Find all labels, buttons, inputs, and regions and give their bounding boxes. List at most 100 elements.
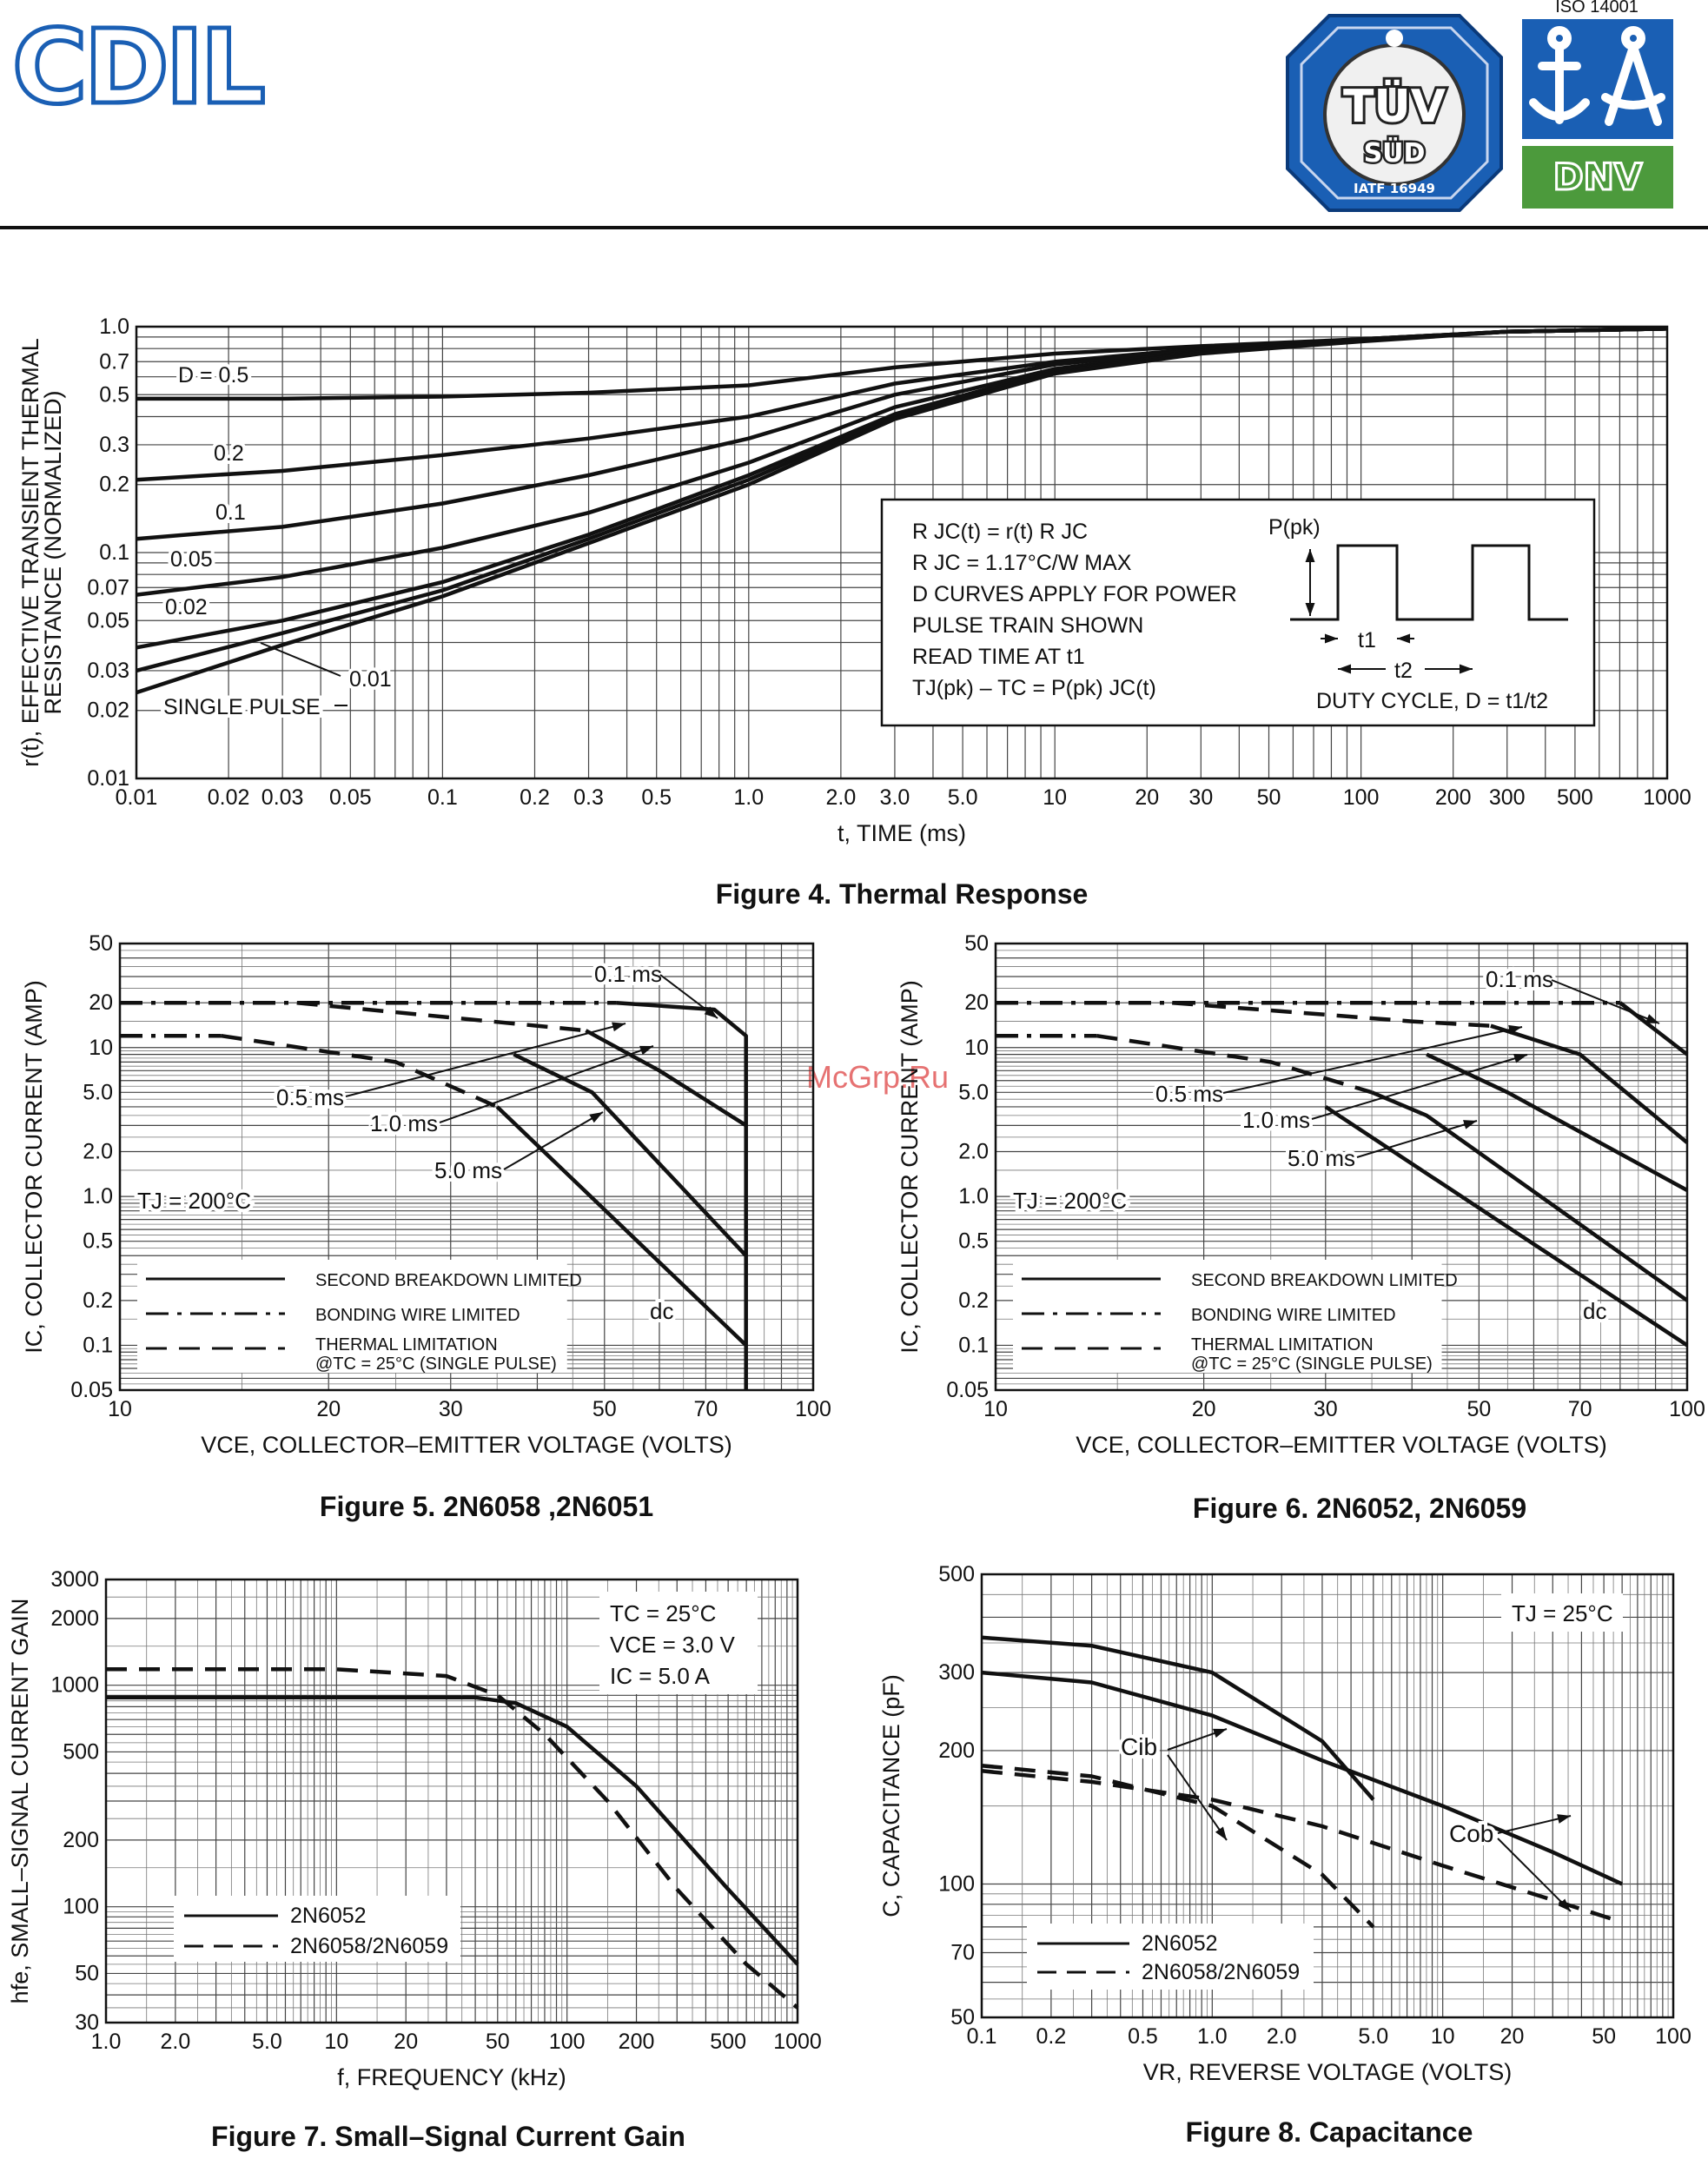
x-tick-label: 2.0 bbox=[826, 785, 857, 810]
t2-label: t2 bbox=[1394, 659, 1413, 683]
y-tick-label: 2.0 bbox=[83, 1140, 113, 1164]
condition-text: TC = 25°C bbox=[610, 1600, 716, 1626]
series-line-2n6058-2n6059 bbox=[106, 1667, 799, 2010]
dnv-label: DNV bbox=[1553, 156, 1643, 198]
legend-label: SECOND BREAKDOWN LIMITED bbox=[1191, 1271, 1458, 1290]
leader-line bbox=[345, 1023, 626, 1097]
x-tick-label: 50 bbox=[1257, 785, 1281, 810]
x-tick-label: 10 bbox=[983, 1397, 1008, 1421]
series-line-5-0-ms bbox=[495, 1105, 748, 1348]
legend-label: 2N6052 bbox=[1142, 1931, 1218, 1956]
series-line-5-0-ms bbox=[1371, 1090, 1689, 1302]
curve-label: 1.0 ms bbox=[370, 1110, 438, 1136]
arrow-head bbox=[704, 1006, 718, 1018]
y-tick-label: 0.05 bbox=[87, 608, 129, 632]
leader-line bbox=[503, 1111, 604, 1170]
series-line-thermal1 bbox=[296, 1000, 586, 1033]
duty-cycle-label: DUTY CYCLE, D = t1/t2 bbox=[1316, 689, 1548, 713]
x-tick-label: 0.01 bbox=[116, 785, 158, 810]
legend-label: 2N6058/2N6059 bbox=[290, 1934, 448, 1958]
legend-bg bbox=[174, 1896, 460, 1962]
figure-5-safe-operating-area: 10 20 30 50 70 100 0.05 0.1 0.2 0.5 1.0 2.0 5.0 10 20 5… bbox=[21, 931, 831, 1522]
pulse-train bbox=[1290, 544, 1568, 621]
y-tick-label: 0.2 bbox=[83, 1288, 113, 1313]
curve-label: 5.0 ms bbox=[434, 1157, 502, 1183]
y-tick-label: 30 bbox=[75, 2010, 99, 2035]
legend-label: BONDING WIRE LIMITED bbox=[1191, 1306, 1396, 1325]
y-tick-label: 2.0 bbox=[958, 1140, 989, 1164]
arrow-head bbox=[589, 1112, 603, 1123]
x-tick-label: 5.0 bbox=[252, 2030, 282, 2054]
y-tick-label: 5.0 bbox=[83, 1080, 113, 1104]
x-tick-label: 20 bbox=[1192, 1397, 1216, 1421]
chart-title: Figure 5. 2N6058 ,2N6051 bbox=[320, 1491, 653, 1522]
legend-label: THERMAL LIMITATION bbox=[315, 1335, 498, 1354]
inset-text: R JC(t) = r(t) R JC bbox=[912, 520, 1088, 544]
anchor-icon bbox=[1529, 26, 1590, 124]
curve-label: 0.01 bbox=[349, 667, 392, 692]
y-tick-label: 50 bbox=[89, 931, 113, 956]
tuv-text: TÜV bbox=[1343, 79, 1446, 133]
y-tick-label: 20 bbox=[964, 990, 989, 1015]
iso-label: ISO 14001 bbox=[1555, 0, 1638, 17]
chart-title: Figure 6. 2N6052, 2N6059 bbox=[1193, 1493, 1526, 1524]
legend: SECOND BREAKDOWN LIMITED BONDING WIRE LIM… bbox=[137, 1260, 582, 1374]
y-tick-label: 10 bbox=[964, 1036, 989, 1060]
x-tick-label: 0.5 bbox=[1128, 2024, 1158, 2049]
test-conditions: TC = 25°C VCE = 3.0 V IC = 5.0 A bbox=[599, 1592, 758, 1694]
curve-label: 5.0 ms bbox=[1288, 1145, 1355, 1171]
x-tick-label: 0.1 bbox=[427, 785, 458, 810]
tuv-sud-badge: TÜV SÜD IATF 16949 bbox=[1286, 14, 1503, 212]
x-tick-label: 0.3 bbox=[573, 785, 604, 810]
inset-text: READ TIME AT t1 bbox=[912, 645, 1085, 669]
curve-label: dc bbox=[1583, 1298, 1606, 1324]
x-tick-label: 0.03 bbox=[261, 785, 304, 810]
leader-line bbox=[1356, 1120, 1478, 1158]
x-tick-label: 500 bbox=[1557, 785, 1593, 810]
x-axis-label: t, TIME (ms) bbox=[837, 820, 966, 846]
plot-frame bbox=[104, 1578, 799, 2024]
x-tick-label: 1.0 bbox=[733, 785, 764, 810]
leader-line bbox=[1497, 1838, 1572, 1912]
y-axis-label-line2: RESISTANCE (NORMALIZED) bbox=[40, 390, 66, 714]
y-axis-label: hfe, SMALL–SIGNAL CURRENT GAIN bbox=[7, 1599, 33, 2004]
x-tick-label: 50 bbox=[1592, 2024, 1616, 2049]
leader-line bbox=[1167, 1754, 1228, 1841]
arrow-head bbox=[639, 1045, 653, 1056]
curve-label: 0.2 bbox=[214, 441, 244, 466]
x-tick-label: 100 bbox=[795, 1397, 831, 1421]
x-tick-label: 0.02 bbox=[208, 785, 250, 810]
series-line-2n6052 bbox=[106, 1695, 799, 1966]
curve-label: Cob bbox=[1449, 1820, 1493, 1847]
x-axis-label: VCE, COLLECTOR–EMITTER VOLTAGE (VOLTS) bbox=[201, 1432, 732, 1458]
arrow-head bbox=[612, 1022, 626, 1032]
y-tick-label: 1000 bbox=[50, 1673, 99, 1698]
y-tick-label: 0.02 bbox=[87, 699, 129, 723]
curve-label: 0.1 ms bbox=[594, 961, 662, 987]
y-tick-label: 3000 bbox=[50, 1567, 99, 1592]
y-tick-label: 70 bbox=[950, 1940, 975, 1964]
x-tick-label: 500 bbox=[710, 2030, 746, 2054]
y-tick-label: 20 bbox=[89, 990, 113, 1015]
series-line-2n6058-2n6059-cob bbox=[981, 1769, 1623, 1924]
x-tick-label: 50 bbox=[486, 2030, 510, 2054]
x-tick-label: 70 bbox=[1568, 1397, 1592, 1421]
series-line-1-0-ms bbox=[513, 1052, 748, 1257]
series-line-dc bbox=[1324, 1105, 1689, 1348]
y-tick-label: 0.07 bbox=[87, 575, 129, 599]
x-tick-label: 50 bbox=[593, 1397, 617, 1421]
x-tick-label: 0.2 bbox=[520, 785, 550, 810]
series-line-2n6052-cob bbox=[981, 1670, 1624, 1886]
y-tick-label: 0.5 bbox=[958, 1229, 989, 1254]
inset-text: R JC = 1.17°C/W MAX bbox=[912, 551, 1132, 575]
y-tick-label: 50 bbox=[75, 1961, 99, 1985]
x-tick-label: 30 bbox=[1188, 785, 1213, 810]
leader-line bbox=[1551, 979, 1660, 1024]
legend: 2N6052 2N6058/2N6059 bbox=[174, 1896, 460, 1962]
y-tick-label: 0.7 bbox=[99, 349, 129, 374]
condition-text: IC = 5.0 A bbox=[610, 1663, 711, 1689]
curve-label: SINGLE PULSE bbox=[163, 695, 321, 719]
y-tick-label: 200 bbox=[938, 1738, 975, 1763]
curve-label: 1.0 ms bbox=[1242, 1107, 1310, 1133]
legend-label: SECOND BREAKDOWN LIMITED bbox=[315, 1271, 582, 1290]
